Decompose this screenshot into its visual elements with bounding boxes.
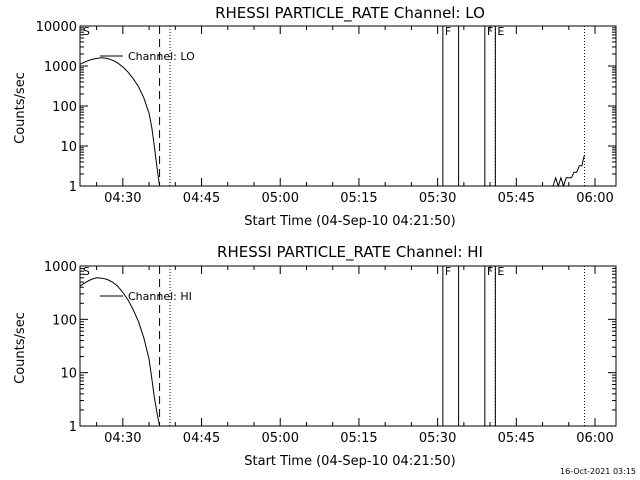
flag-label: F: [487, 25, 493, 38]
flag-label: E: [497, 25, 504, 38]
series-line: [79, 57, 161, 187]
flag-label: S: [83, 25, 90, 38]
y-tick-label: 1000: [44, 60, 77, 75]
x-tick-label: 05:00: [262, 191, 299, 206]
flag-label: F: [487, 265, 493, 278]
y-tick-label: 1: [69, 420, 77, 435]
y-tick-label: 10000: [36, 20, 77, 35]
x-tick-label: 04:45: [183, 431, 220, 446]
flag-label: F: [445, 265, 451, 278]
x-tick-label: 04:30: [104, 191, 141, 206]
flag-label: F: [445, 25, 451, 38]
y-tick-label: 100: [52, 313, 77, 328]
plot-frame: [79, 265, 617, 427]
x-tick-label: 04:45: [183, 191, 220, 206]
x-axis-label: Start Time (04-Sep-10 04:21:50): [244, 214, 455, 229]
y-tick-label: 10: [60, 140, 77, 155]
x-tick-label: 05:15: [340, 191, 377, 206]
legend-label: Channel: HI: [128, 290, 192, 303]
y-axis-label: Counts/sec: [13, 72, 28, 144]
x-tick-label: 05:30: [419, 431, 456, 446]
footer-timestamp: 16-Oct-2021 03:15: [560, 467, 636, 476]
chart-panel-hi: RHESSI PARTICLE_RATE Channel: HI Start T…: [13, 243, 617, 469]
chart-panel-lo: RHESSI PARTICLE_RATE Channel: LO Start T…: [13, 4, 617, 229]
flag-label: E: [497, 265, 504, 278]
y-tick-label: 100: [52, 100, 77, 115]
x-axis-label: Start Time (04-Sep-10 04:21:50): [244, 454, 455, 469]
series-line: [79, 277, 161, 427]
chart-title: RHESSI PARTICLE_RATE Channel: LO: [215, 4, 485, 23]
x-tick-label: 05:45: [498, 191, 535, 206]
legend-label: Channel: LO: [128, 50, 195, 63]
y-tick-label: 1000: [44, 260, 77, 275]
x-tick-label: 05:00: [262, 431, 299, 446]
y-axis-label: Counts/sec: [13, 312, 28, 384]
y-tick-label: 1: [69, 180, 77, 195]
x-tick-label: 05:15: [340, 431, 377, 446]
x-tick-label: 05:45: [498, 431, 535, 446]
x-tick-label: 06:00: [576, 431, 613, 446]
x-tick-label: 06:00: [576, 191, 613, 206]
flag-label: S: [83, 265, 90, 278]
y-tick-label: 10: [60, 367, 77, 382]
x-tick-label: 05:30: [419, 191, 456, 206]
series-line: [552, 154, 585, 188]
x-tick-label: 04:30: [104, 431, 141, 446]
chart-title: RHESSI PARTICLE_RATE Channel: HI: [217, 243, 483, 262]
